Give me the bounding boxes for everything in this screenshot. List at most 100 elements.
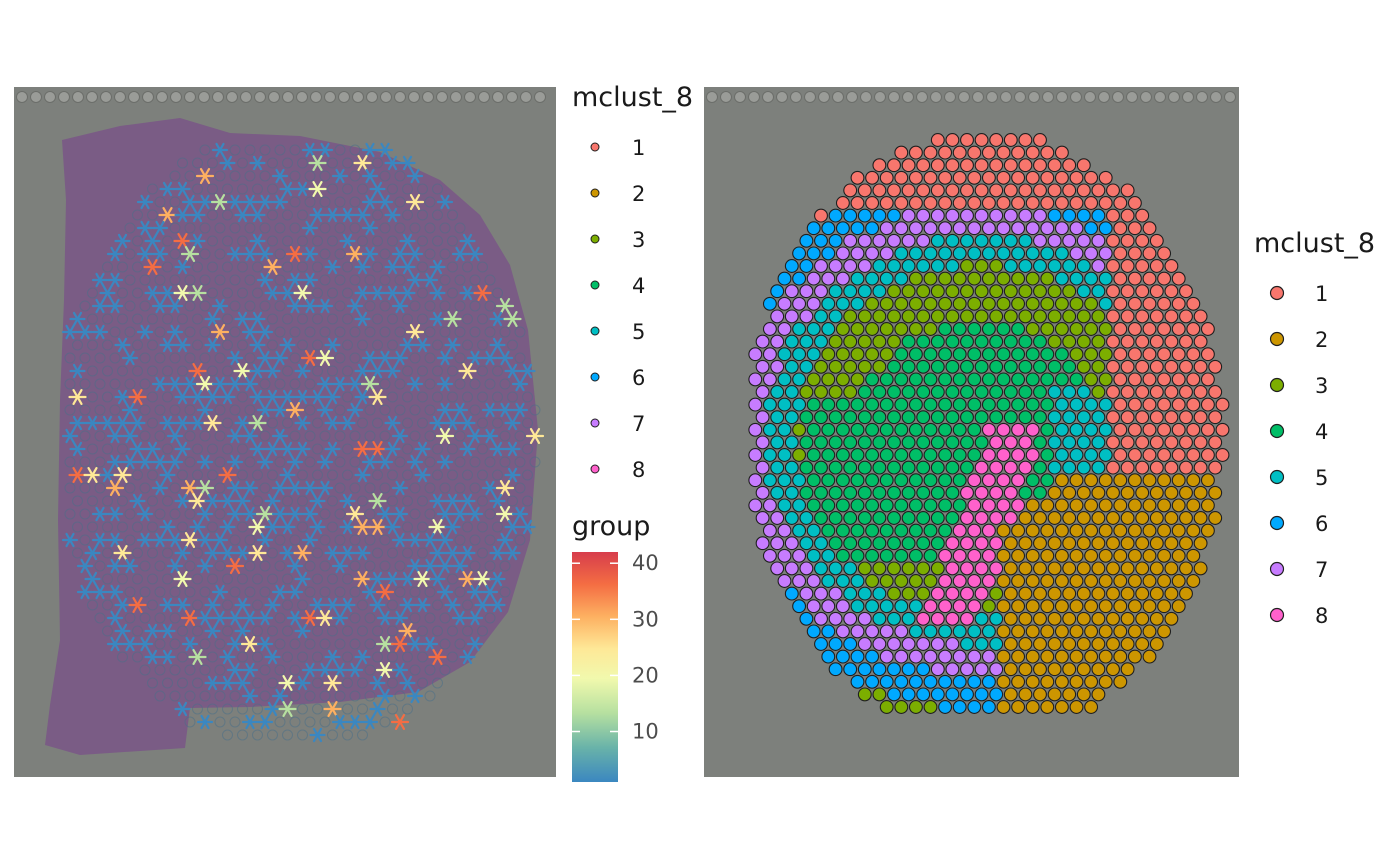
group-spot-ring bbox=[402, 521, 413, 533]
group-spot-ring bbox=[439, 300, 451, 312]
group-spot bbox=[459, 493, 476, 509]
cluster-spot bbox=[806, 523, 821, 538]
group-spot-ring bbox=[522, 417, 533, 429]
fiducial-dot bbox=[706, 91, 718, 103]
group-spot bbox=[375, 583, 395, 601]
cluster-spot bbox=[923, 271, 938, 286]
cluster-spot bbox=[1091, 586, 1106, 601]
cluster-spot bbox=[974, 208, 989, 223]
group-spot bbox=[375, 661, 395, 679]
group-spot bbox=[234, 597, 251, 613]
cluster-spot bbox=[887, 687, 901, 702]
group-spot-ring bbox=[342, 677, 353, 689]
group-spot-ring bbox=[184, 326, 196, 338]
cluster-spot bbox=[930, 586, 945, 601]
cluster-spot bbox=[857, 662, 872, 677]
cluster-spot bbox=[1106, 460, 1120, 475]
group-spot bbox=[376, 142, 394, 158]
group-spot-ring bbox=[409, 586, 421, 598]
group-spot-ring bbox=[169, 170, 181, 182]
cluster-spot bbox=[1040, 422, 1055, 437]
cluster-spot bbox=[1157, 599, 1172, 614]
group-spot-ring bbox=[312, 417, 323, 429]
cluster-spot bbox=[1098, 624, 1113, 639]
group-spot-ring bbox=[432, 183, 443, 195]
group-spot bbox=[421, 558, 439, 574]
cluster-spot bbox=[923, 498, 938, 513]
cluster-spot bbox=[1113, 372, 1128, 387]
cluster-spot bbox=[996, 145, 1011, 160]
cluster-spot bbox=[1149, 359, 1164, 374]
group-spot-ring bbox=[282, 261, 293, 273]
group-spot bbox=[174, 597, 191, 613]
group-spot bbox=[234, 415, 251, 431]
group-spot-ring bbox=[334, 586, 346, 598]
group-spot-ring bbox=[432, 469, 443, 481]
group-spot-ring bbox=[349, 456, 361, 468]
cluster-spot bbox=[1091, 410, 1106, 425]
cluster-spot bbox=[799, 511, 814, 525]
cluster-spot bbox=[843, 208, 858, 223]
group-spot bbox=[294, 363, 311, 379]
cluster-spot bbox=[1113, 271, 1128, 286]
group-spot bbox=[316, 454, 334, 470]
cluster-spot bbox=[1149, 334, 1164, 349]
group-spot bbox=[354, 545, 371, 561]
cluster-spot bbox=[1047, 208, 1062, 223]
group-spot bbox=[159, 649, 176, 665]
group-spot-ring bbox=[402, 391, 413, 403]
cluster-spot bbox=[1040, 599, 1055, 614]
group-spot bbox=[240, 635, 260, 653]
cluster-spot bbox=[1003, 637, 1018, 651]
group-spot bbox=[346, 402, 364, 418]
cluster-spot bbox=[996, 599, 1011, 614]
group-spot bbox=[91, 584, 109, 600]
group-spot-ring bbox=[424, 482, 436, 494]
group-spot-ring bbox=[319, 326, 331, 338]
cluster-spot bbox=[784, 284, 799, 299]
cluster-spot bbox=[981, 271, 996, 286]
group-spot-ring bbox=[117, 573, 128, 585]
cluster-spot bbox=[989, 233, 1004, 248]
group-spot-ring bbox=[334, 404, 346, 416]
fiducial-dot bbox=[874, 91, 886, 103]
group-spot-ring bbox=[162, 677, 173, 689]
cluster-spot bbox=[1135, 385, 1150, 399]
cluster-spot bbox=[1179, 460, 1193, 475]
cluster-spot bbox=[1200, 523, 1215, 538]
group-spot-ring bbox=[274, 378, 286, 390]
group-spot bbox=[339, 207, 356, 223]
group-spot bbox=[144, 623, 161, 639]
group-spot bbox=[271, 350, 289, 366]
group-spot-ring bbox=[64, 404, 76, 416]
cluster-spot bbox=[923, 700, 938, 714]
legend-label-right: 2 bbox=[1315, 328, 1328, 352]
cluster-spot bbox=[770, 536, 785, 551]
group-spot bbox=[339, 597, 356, 613]
cluster-spot bbox=[923, 548, 938, 563]
group-spot-ring bbox=[447, 625, 458, 637]
cluster-spot bbox=[1120, 586, 1135, 601]
cluster-spot bbox=[894, 448, 909, 462]
cluster-spot bbox=[1040, 473, 1055, 488]
group-spot-ring bbox=[349, 222, 361, 234]
group-spot-ring bbox=[439, 274, 451, 286]
group-spot-ring bbox=[319, 196, 331, 208]
cluster-spot bbox=[821, 271, 836, 286]
group-spot-ring bbox=[169, 612, 181, 624]
group-spot bbox=[360, 376, 380, 392]
cluster-spot bbox=[879, 372, 894, 387]
group-spot-ring bbox=[402, 651, 413, 663]
group-spot bbox=[369, 181, 386, 197]
cluster-spot bbox=[1113, 322, 1128, 336]
cluster-spot bbox=[887, 208, 901, 223]
group-spot-ring bbox=[364, 430, 376, 442]
group-spot-ring bbox=[469, 482, 481, 494]
cluster-spot bbox=[1040, 170, 1055, 185]
cluster-spot bbox=[1164, 385, 1179, 399]
fiducial-dot bbox=[380, 91, 392, 103]
group-spot bbox=[406, 636, 424, 652]
cluster-spot bbox=[960, 284, 974, 299]
cluster-spot bbox=[894, 624, 909, 639]
group-spot-ring bbox=[402, 495, 413, 507]
